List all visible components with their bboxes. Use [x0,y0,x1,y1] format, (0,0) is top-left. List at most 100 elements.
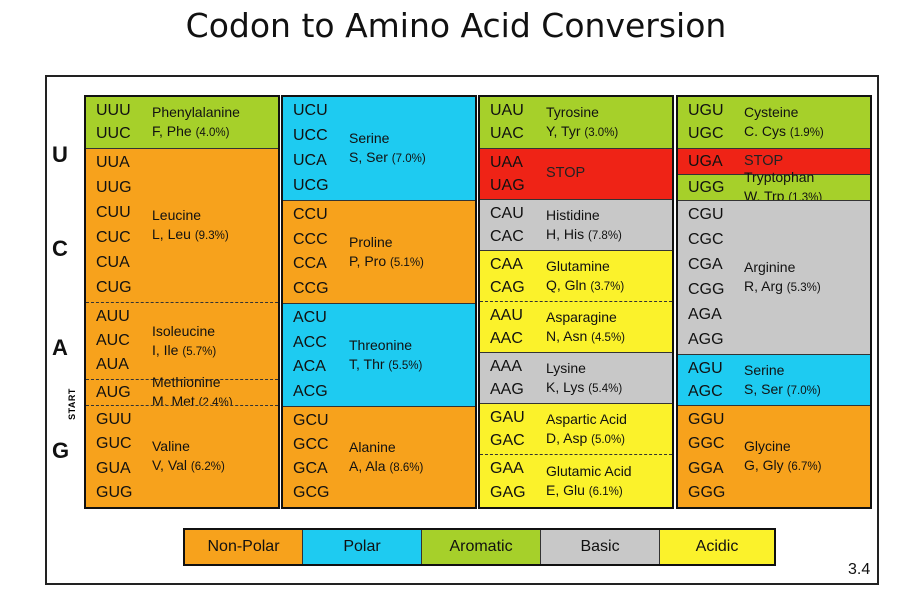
amino-acid-info: Tryptophan W, Trp (1.3%) [744,169,822,204]
codon-agu: AGU [688,359,723,377]
amino-acid-name: Tryptophan [744,169,815,186]
amino-acid-block-glutamic-acid: GAA GAG Glutamic Acid E, Glu (6.1%) [480,454,672,507]
codon-uac: UAC [490,125,524,143]
amino-acid-info: Tyrosine Y, Tyr (3.0%) [546,97,618,148]
amino-acid-info: Proline P, Pro (5.1%) [349,201,424,303]
amino-acid-block-isoleucine: AUU AUC AUA Isoleucine I, Ile (5.7%) [86,302,278,379]
codon-cgc: CGC [688,231,724,249]
codon-list: AAA AAG [490,353,524,403]
amino-acid-abbreviation: K, Lys (5.4%) [546,378,623,395]
codon-aaa: AAA [490,357,523,375]
codon-ugu: UGU [688,101,724,119]
amino-acid-frequency: (9.3%) [194,230,229,243]
amino-acid-block-threonine: ACU ACC ACA ACG Threonine T, Thr (5.5%) [283,303,475,406]
amino-acid-name: Alanine [349,438,396,455]
codon-cau: CAU [490,204,524,222]
codon-column-4: UGU UGC Cysteine C. Cys (1.9%) UGA STOP UGG Try… [676,95,872,509]
amino-acid-name: Glycine [744,438,791,455]
amino-acid-frequency: (1.9%) [789,127,824,140]
amino-acid-info: STOP [546,149,585,199]
amino-acid-frequency: (5.7%) [182,345,217,358]
codon-gcu: GCU [293,412,329,429]
codon-cga: CGA [688,256,723,274]
amino-acid-name: Valine [152,438,190,455]
amino-acid-info: Glycine G, Gly (6.7%) [744,406,821,507]
codon-list: ACU ACC ACA ACG [293,304,328,406]
amino-acid-frequency: (4.0%) [195,127,230,140]
figure-frame [45,75,879,585]
figure-number: 3.4 [848,561,871,578]
codon-guc: GUC [96,435,132,453]
codon-aac: AAC [490,329,523,347]
row-label-c: C [52,236,68,261]
codon-uag: UAG [490,176,525,194]
codon-column-3: UAU UAC Tyrosine Y, Tyr (3.0%) UAA UAG STOP CAU… [478,95,674,509]
amino-acid-name: Lysine [546,359,586,376]
amino-acid-block-lysine: AAA AAG Lysine K, Lys (5.4%) [480,352,672,403]
codon-gag: GAG [490,484,526,501]
amino-acid-abbreviation: V, Val (6.2%) [152,457,225,474]
codon-acg: ACG [293,382,328,400]
amino-acid-frequency: (5.4%) [588,382,623,395]
amino-acid-abbreviation: S, Ser (7.0%) [744,380,821,397]
codon-ccg: CCG [293,279,329,297]
codon-ugg: UGG [688,178,725,196]
amino-acid-block-arginine: CGU CGC CGA CGG AGA AGG Arginine R, Arg (5.3%) [678,200,870,354]
amino-acid-block-methionine: AUG Methionine M, Met (2.4%) [86,374,278,409]
amino-acid-info: Phenylalanine F, Phe (4.0%) [152,97,240,148]
codon-uaa: UAA [490,153,523,171]
amino-acid-info: Aspartic Acid D, Asp (5.0%) [546,404,627,454]
codon-gcc: GCC [293,436,329,453]
codon-list: CCU CCC CCA CCG [293,201,329,303]
row-label-g: G [52,438,70,463]
amino-acid-frequency: (5.1%) [390,256,424,269]
amino-acid-name: Asparagine [546,308,617,325]
amino-acid-name: Isoleucine [152,322,216,339]
codon-cuc: CUC [96,228,131,246]
amino-acid-name: Glutamine [546,257,610,274]
page-title: Codon to Amino Acid Conversion [185,6,727,45]
amino-acid-name: Proline [349,233,393,250]
codon-list: UUA UUG CUU CUC CUA CUG [96,149,132,302]
codon-uua: UUA [96,154,130,172]
amino-acid-name: Methionine [152,374,221,391]
amino-acid-name: Arginine [744,259,796,276]
codon-aag: AAG [490,380,524,398]
amino-acid-abbreviation: G, Gly (6.7%) [744,457,822,474]
amino-acid-info: Methionine M, Met (2.4%) [152,374,233,409]
codon-list: GGU GGC GGA GGG [688,406,725,507]
amino-acid-name: Serine [349,130,390,147]
codon-acc: ACC [293,333,327,351]
amino-acid-block-tryptophan: UGG Tryptophan W, Trp (1.3%) [678,169,870,204]
amino-acid-abbreviation: E, Glu (6.1%) [546,481,623,498]
codon-gau: GAU [490,408,525,426]
amino-acid-block-alanine: GCU GCC GCA GCG Alanine A, Ala (8.6%) [283,406,475,507]
amino-acid-abbreviation: T, Thr (5.5%) [349,355,423,372]
amino-acid-abbreviation: R, Arg (5.3%) [744,278,821,295]
amino-acid-abbreviation: F, Phe (4.0%) [152,123,230,140]
codon-ccc: CCC [293,230,328,248]
amino-acid-name: Phenylalanine [152,104,240,121]
amino-acid-name: Tyrosine [546,104,599,121]
codon-list: GAA GAG [490,455,526,507]
codon-uuc: UUC [96,125,131,143]
amino-acid-frequency: (5.3%) [786,282,821,295]
legend-item-non-polar: Non-Polar [185,530,303,564]
codon-list: CAU CAC [490,200,524,250]
amino-acid-frequency: (4.5%) [591,331,626,344]
codon-list: UAU UAC [490,97,524,148]
row-label-a: A [52,335,68,360]
codon-gug: GUG [96,483,133,501]
amino-acid-abbreviation: S, Ser (7.0%) [349,149,426,166]
legend: Non-Polar Polar Aromatic Basic Acidic [183,528,776,566]
codon-cgu: CGU [688,206,724,224]
amino-acid-name: Serine [744,361,785,378]
codon-ugc: UGC [688,125,724,143]
row-label-u: U [52,142,68,167]
start-label: START [66,388,77,420]
codon-gaa: GAA [490,460,524,477]
amino-acid-abbreviation: Y, Tyr (3.0%) [546,123,619,140]
amino-acid-info: Leucine L, Leu (9.3%) [152,149,229,302]
amino-acid-frequency: (8.6%) [389,461,424,474]
amino-acid-info: Alanine A, Ala (8.6%) [349,407,423,507]
